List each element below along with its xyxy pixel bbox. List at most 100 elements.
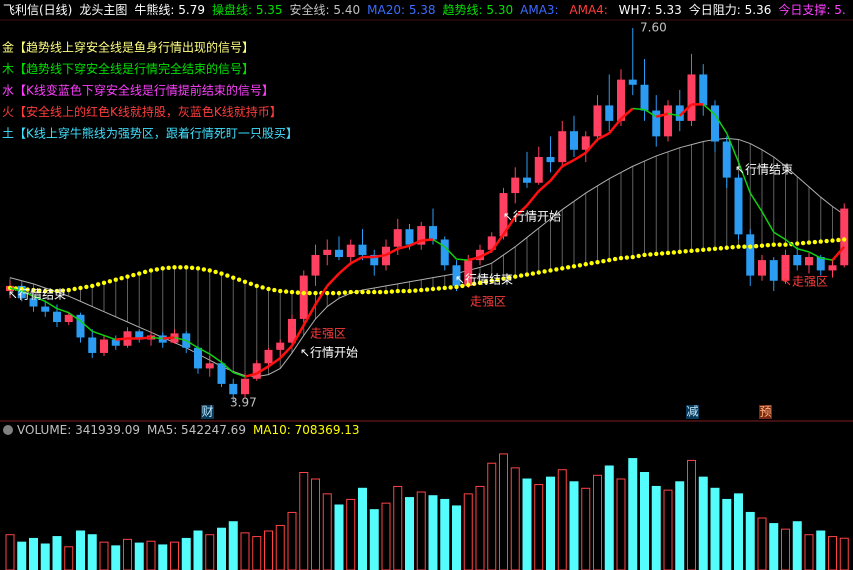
safety-dot	[659, 251, 665, 256]
candle-body	[264, 349, 273, 364]
safety-dot	[589, 261, 594, 266]
safety-dot	[236, 277, 242, 282]
volume-bar	[557, 469, 567, 570]
safety-dot	[571, 264, 577, 269]
safety-dot	[189, 265, 195, 271]
volume-bar	[29, 537, 38, 570]
safety-dot	[654, 251, 659, 257]
volume-bar	[604, 465, 614, 570]
volume-bar	[369, 509, 379, 570]
volume-bar	[170, 541, 179, 570]
candle-body	[88, 337, 97, 353]
header-item: 趋势线: 5.30	[443, 3, 514, 17]
safety-dot	[260, 285, 265, 290]
safety-dot	[518, 273, 524, 278]
marker-box	[759, 405, 772, 419]
candle-body	[323, 249, 332, 255]
volume-bar	[628, 458, 638, 570]
candle-body	[593, 105, 602, 137]
safety-dot	[178, 265, 183, 270]
safety-dot	[219, 271, 224, 276]
safety-dot	[172, 265, 177, 270]
safety-dot	[771, 242, 776, 247]
safety-dot	[125, 274, 130, 279]
trend-line	[526, 190, 540, 207]
safety-dot	[630, 254, 635, 260]
note: 木【趋势线下穿安全线是行情完全结束的信号】	[2, 61, 254, 76]
annotation: ↖行情开始	[503, 210, 561, 224]
volume-bar	[640, 472, 649, 570]
safety-dot	[407, 288, 412, 294]
safety-dot	[777, 242, 782, 247]
candle-body	[805, 257, 813, 266]
candle-body	[675, 105, 684, 121]
trend-line	[233, 371, 246, 378]
candle-body	[276, 342, 285, 350]
volume-bar	[322, 493, 332, 570]
volume-bar	[99, 541, 109, 570]
volume-bar	[428, 495, 438, 570]
safety-dot	[336, 290, 342, 296]
volume-bar	[440, 498, 450, 570]
safety-dot	[577, 263, 583, 268]
safety-dot	[624, 255, 630, 260]
safety-dot	[148, 268, 154, 273]
safety-dot	[783, 242, 788, 247]
candle-body	[581, 136, 590, 150]
volume-bar	[616, 478, 626, 570]
safety-dot	[166, 265, 171, 271]
safety-dot	[759, 243, 765, 248]
marker: 财	[201, 405, 213, 419]
candle-body	[828, 265, 837, 271]
safety-dot	[383, 289, 389, 295]
volume-bar	[804, 534, 814, 570]
volume-bar	[299, 472, 309, 570]
safety-dot	[683, 249, 688, 254]
volume-bar	[463, 493, 473, 570]
volume-bar	[275, 524, 285, 570]
annotation: ↖行情结束	[8, 288, 66, 302]
trend-line	[33, 295, 46, 303]
volume-bar	[757, 517, 767, 570]
trend-line	[103, 334, 116, 341]
trend-line	[608, 118, 622, 135]
candle-body	[722, 141, 731, 178]
trend-line	[808, 251, 822, 259]
candle-body	[76, 314, 85, 338]
safety-dot	[325, 290, 330, 296]
trend-line	[655, 112, 669, 118]
trend-line	[632, 107, 645, 111]
trend-line	[773, 231, 786, 241]
candle-body	[652, 110, 661, 137]
candle-body	[793, 254, 802, 266]
safety-dot	[824, 238, 829, 244]
safety-dot	[742, 244, 747, 249]
trend-line	[68, 312, 81, 322]
candle-body	[111, 339, 120, 346]
volume-bar	[792, 521, 802, 570]
annotation: ↖行情开始	[300, 346, 358, 360]
trend-line	[279, 344, 293, 359]
safety-dot	[7, 285, 13, 291]
annotation: 7.60	[640, 21, 667, 35]
safety-dot	[248, 281, 254, 287]
volume-bar	[781, 528, 790, 570]
safety-dot	[283, 289, 289, 294]
header-item: MA10: 708369.13	[253, 423, 360, 437]
safety-dot	[648, 252, 653, 257]
safety-dot	[442, 285, 447, 291]
safety-dot	[507, 275, 512, 280]
trend-line	[737, 161, 751, 194]
note: 火【安全线上的红色K线就持股，灰蓝色K线就持币】	[2, 104, 282, 119]
volume-bar	[205, 534, 215, 570]
volume-bar	[839, 537, 849, 570]
volume-bar	[698, 476, 708, 570]
candle-body	[758, 260, 766, 276]
trend-line	[350, 255, 364, 265]
candle-body	[640, 84, 649, 111]
safety-dot	[665, 250, 671, 256]
safety-dot	[718, 246, 724, 251]
safety-dot	[301, 290, 306, 296]
safety-dot	[542, 269, 547, 274]
volume-bar	[5, 534, 15, 570]
